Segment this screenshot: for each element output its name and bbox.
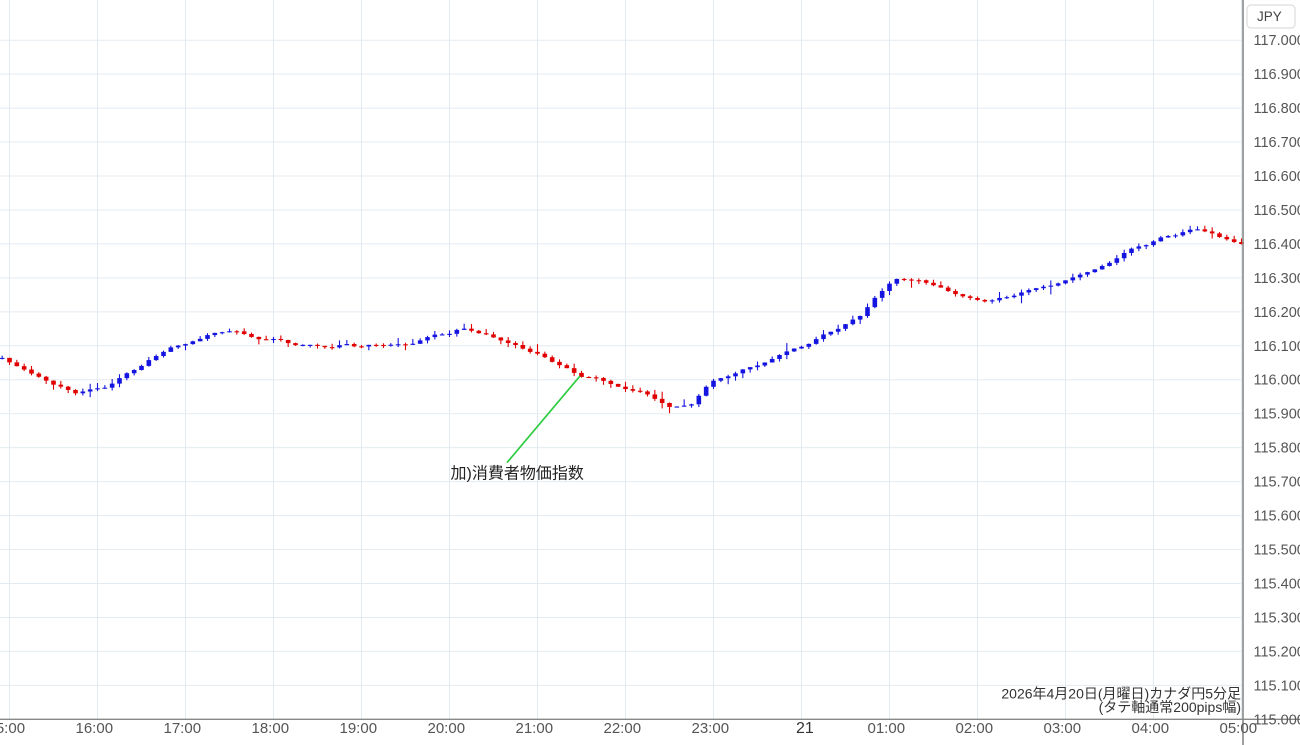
svg-text:115.000: 115.000 (1254, 712, 1300, 728)
svg-text:116.000: 116.000 (1254, 373, 1300, 389)
svg-text:115.700: 115.700 (1254, 475, 1300, 491)
svg-text:02:00: 02:00 (956, 720, 994, 737)
svg-text:115.500: 115.500 (1254, 543, 1300, 559)
svg-text:23:00: 23:00 (692, 720, 730, 737)
svg-text:116.800: 116.800 (1254, 101, 1300, 117)
svg-text:16:00: 16:00 (76, 720, 114, 737)
svg-text:116.400: 116.400 (1254, 237, 1300, 253)
svg-text:03:00: 03:00 (1044, 720, 1082, 737)
svg-text:115.200: 115.200 (1254, 644, 1300, 660)
svg-text:21:00: 21:00 (516, 720, 554, 737)
svg-text:115.300: 115.300 (1254, 610, 1300, 626)
svg-text:22:00: 22:00 (604, 720, 642, 737)
svg-text:(タテ軸通常200pips幅): (タテ軸通常200pips幅) (1099, 699, 1241, 715)
svg-text:加)消費者物価指数: 加)消費者物価指数 (451, 465, 584, 483)
svg-text:20:00: 20:00 (428, 720, 466, 737)
svg-text:05:00: 05:00 (1220, 720, 1258, 737)
svg-text:117.000: 117.000 (1254, 33, 1300, 49)
svg-text:116.700: 116.700 (1254, 135, 1300, 151)
svg-text:21: 21 (796, 720, 814, 737)
svg-text:115.100: 115.100 (1254, 678, 1300, 694)
svg-text:19:00: 19:00 (340, 720, 378, 737)
svg-text:17:00: 17:00 (164, 720, 202, 737)
svg-text:116.900: 116.900 (1254, 67, 1300, 83)
svg-text:18:00: 18:00 (252, 720, 290, 737)
svg-text:115.400: 115.400 (1254, 577, 1300, 593)
svg-text:JPY: JPY (1257, 9, 1282, 24)
svg-text:115.800: 115.800 (1254, 441, 1300, 457)
svg-text:116.200: 116.200 (1254, 305, 1300, 321)
svg-text:115.600: 115.600 (1254, 509, 1300, 525)
svg-text:116.600: 116.600 (1254, 169, 1300, 185)
svg-text:116.500: 116.500 (1254, 203, 1300, 219)
svg-text:01:00: 01:00 (868, 720, 906, 737)
svg-text:115.900: 115.900 (1254, 407, 1300, 423)
svg-text:116.100: 116.100 (1254, 339, 1300, 355)
svg-text:04:00: 04:00 (1132, 720, 1170, 737)
svg-text:15:00: 15:00 (0, 720, 25, 737)
svg-text:116.300: 116.300 (1254, 271, 1300, 287)
